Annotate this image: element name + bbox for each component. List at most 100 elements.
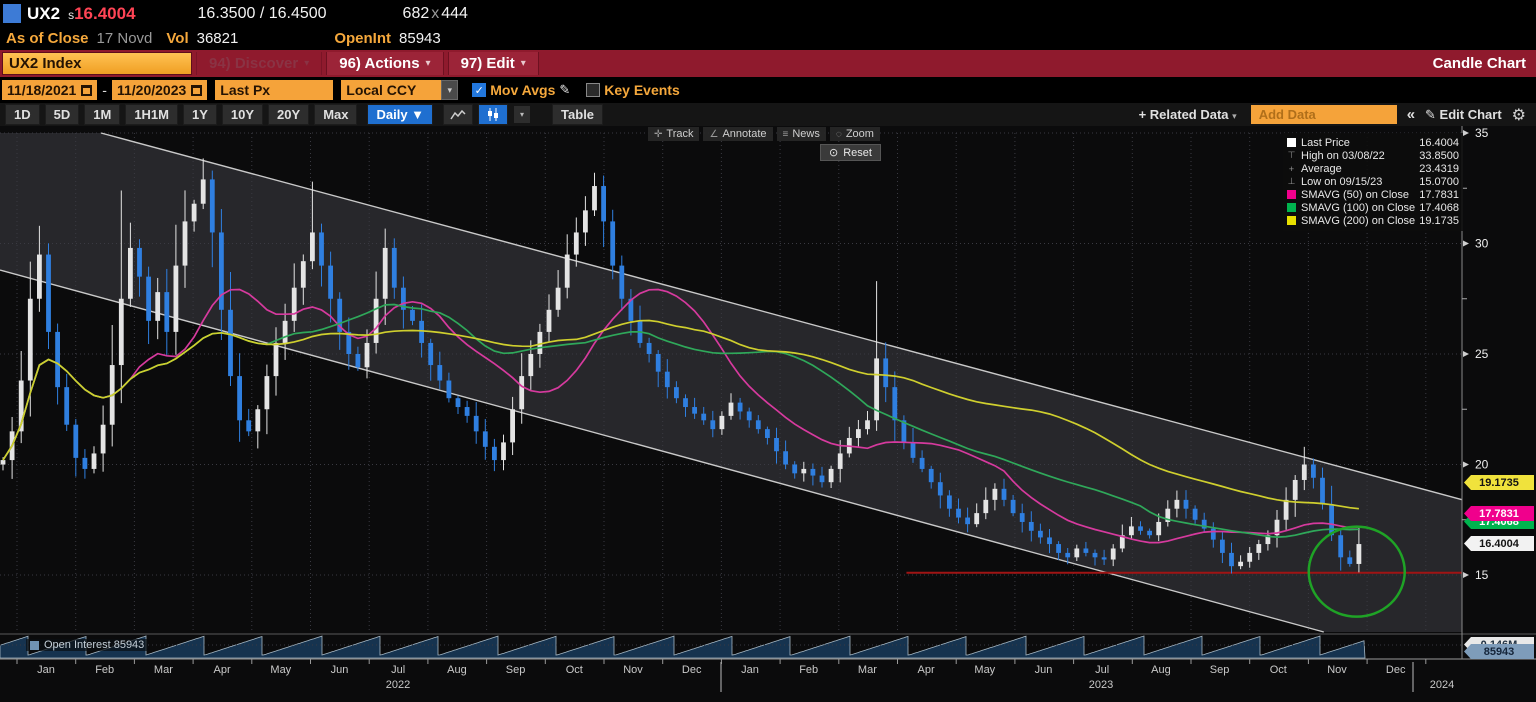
month-label: Nov — [623, 664, 643, 676]
price-tick-label: 20 — [1475, 458, 1489, 472]
last-price-swatch — [1287, 138, 1296, 147]
period-6m-ytd[interactable]: 1H1M — [125, 104, 178, 125]
candle-chart-icon[interactable] — [478, 104, 509, 125]
channel-upper-line — [100, 132, 1463, 501]
zoom-button[interactable]: ◌ Zoom — [829, 127, 880, 141]
month-label: Sep — [1210, 664, 1230, 676]
settle-prefix: s — [68, 7, 75, 22]
smavg-50-line — [2, 288, 1359, 544]
legend-smavg100: SMAVG (100) on Close 17.4068 — [1287, 201, 1459, 214]
currency-dropdown-button[interactable]: ▾ — [441, 80, 459, 100]
mov-avgs-label: Mov Avgs — [490, 82, 556, 98]
period-5d[interactable]: 5D — [44, 104, 80, 125]
smavg-200-line — [2, 319, 1359, 510]
price-tick-label: 35 — [1475, 126, 1489, 140]
legend-low: ⊥ Low on 09/15/23 15.0700 — [1287, 175, 1459, 188]
legend-average: + Average 23.4319 — [1288, 162, 1459, 175]
currency-select[interactable]: Local CCY — [341, 80, 442, 100]
month-label: Dec — [682, 664, 702, 676]
price-tick-label: 25 — [1475, 347, 1489, 361]
period-20y[interactable]: 20Y — [268, 104, 310, 125]
legend-last-price: Last Price 16.4004 — [1287, 136, 1459, 149]
month-label: Jun — [331, 664, 349, 676]
month-label: May — [974, 664, 995, 676]
news-button[interactable]: ≡ News — [776, 127, 826, 141]
smavg100-swatch — [1287, 203, 1296, 212]
last-price: 16.4004 — [74, 3, 136, 23]
chart-canvas[interactable]: 35 30 25 20 15 Jan Feb Mar Apr May Jun Jul Aug Sep Oct… — [0, 126, 1536, 702]
month-label: Jun — [1035, 664, 1053, 676]
reset-icon: ⊙ — [829, 147, 839, 159]
date-separator: - — [102, 82, 107, 98]
chart-type-dropdown[interactable]: ▾ — [514, 106, 531, 123]
date-from-input[interactable]: 11/18/2021 — [2, 80, 98, 100]
month-label: Oct — [1270, 664, 1287, 676]
price-field-select[interactable]: Last Px — [215, 80, 334, 100]
regression-channel-band — [0, 133, 1462, 632]
period-1y[interactable]: 1Y — [183, 104, 217, 125]
settings-gear-icon[interactable]: ⚙ — [1511, 106, 1526, 124]
menu-edit[interactable]: 97) Edit ▾ — [447, 52, 539, 75]
as-of-label: As of Close — [6, 30, 89, 47]
frequency-select[interactable]: Daily ▼ — [367, 104, 434, 125]
bid-ask: 16.3500 / 16.4500 — [197, 4, 327, 22]
candlestick-series — [0, 158, 1362, 574]
channel-lower-line — [0, 269, 1324, 633]
related-data-button[interactable]: + Related Data ▾ — [1138, 107, 1237, 122]
price-badge-smavg50: 17.7831 — [1464, 506, 1534, 521]
month-label: Mar — [858, 664, 877, 676]
annotate-button[interactable]: ∠ Annotate — [703, 127, 773, 141]
month-label: Nov — [1327, 664, 1347, 676]
month-label: Sep — [506, 664, 526, 676]
price-badge-last: 16.4004 — [1464, 536, 1534, 551]
chevron-down-icon: ▾ — [304, 58, 310, 69]
as-of-date: 17 Novd — [96, 30, 153, 47]
chart-type-label: Candle Chart — [1432, 55, 1526, 72]
chevron-down-icon: ▾ — [520, 58, 526, 69]
as-of-bar: As of Close 17 Novd Vol 36821 OpenInt 85… — [0, 27, 1536, 50]
menu-discover[interactable]: 94) Discover ▾ — [196, 52, 323, 75]
month-label: Aug — [1151, 664, 1171, 676]
month-label: Jul — [391, 664, 405, 676]
high-marker-icon: ⊤ — [1287, 150, 1296, 160]
chart-legend: Last Price 16.4004 ⊤ High on 03/08/22 33.85… — [1283, 133, 1463, 231]
vol-label: Vol — [166, 30, 189, 47]
date-to-input[interactable]: 11/20/2023 — [111, 80, 208, 100]
period-1d[interactable]: 1D — [5, 104, 40, 125]
mov-avgs-checkbox[interactable]: ✓ — [472, 83, 487, 97]
key-events-label: Key Events — [604, 82, 680, 98]
reset-button[interactable]: ⊙ Reset — [820, 144, 881, 161]
add-data-input[interactable]: Add Data — [1250, 105, 1397, 124]
smavg200-swatch — [1287, 216, 1296, 225]
collapse-panel-button[interactable]: « — [1406, 106, 1416, 123]
edit-chart-button[interactable]: ✎ Edit Chart — [1425, 106, 1502, 122]
month-label: Dec — [1386, 664, 1406, 676]
price-plot: 35 30 25 20 15 Jan Feb Mar Apr May Jun Jul Aug Sep Oct… — [0, 126, 1536, 692]
period-max[interactable]: Max — [314, 104, 358, 125]
security-header: UX2 s 16.4004 16.3500 / 16.4500 682 x 444 — [0, 0, 1536, 27]
mov-avgs-edit-icon[interactable]: ✎ — [559, 82, 571, 97]
openint-label: OpenInt — [334, 30, 392, 47]
table-button[interactable]: Table — [552, 104, 604, 125]
key-events-checkbox[interactable] — [586, 83, 601, 97]
month-label: Aug — [447, 664, 467, 676]
oi-current-badge: 85943 — [1464, 644, 1534, 659]
legend-smavg50: SMAVG (50) on Close 17.7831 — [1287, 188, 1459, 201]
period-10y[interactable]: 10Y — [221, 104, 264, 125]
month-label: Jan — [37, 664, 55, 676]
menu-actions[interactable]: 96) Actions ▾ — [326, 52, 444, 75]
low-marker-icon: ⊥ — [1287, 176, 1296, 186]
annotation-circle — [1307, 525, 1406, 618]
open-interest-swatch — [30, 640, 39, 650]
price-tick-label: 15 — [1475, 568, 1489, 582]
ticker-symbol: UX2 — [27, 3, 61, 23]
period-1m[interactable]: 1M — [84, 104, 121, 125]
year-label: 2024 — [1430, 679, 1454, 691]
ticker-input[interactable]: UX2 Index — [2, 52, 192, 75]
month-label: Jan — [741, 664, 759, 676]
track-button[interactable]: ✛ Track — [648, 127, 700, 141]
average-marker-icon: + — [1288, 163, 1295, 174]
line-chart-icon[interactable] — [443, 104, 474, 125]
chart-toolbar: 1D 5D 1M 1H1M 1Y 10Y 20Y Max Daily ▼ ▾ T… — [0, 103, 1536, 126]
bid-ask-size: 682 x 444 — [402, 4, 468, 22]
